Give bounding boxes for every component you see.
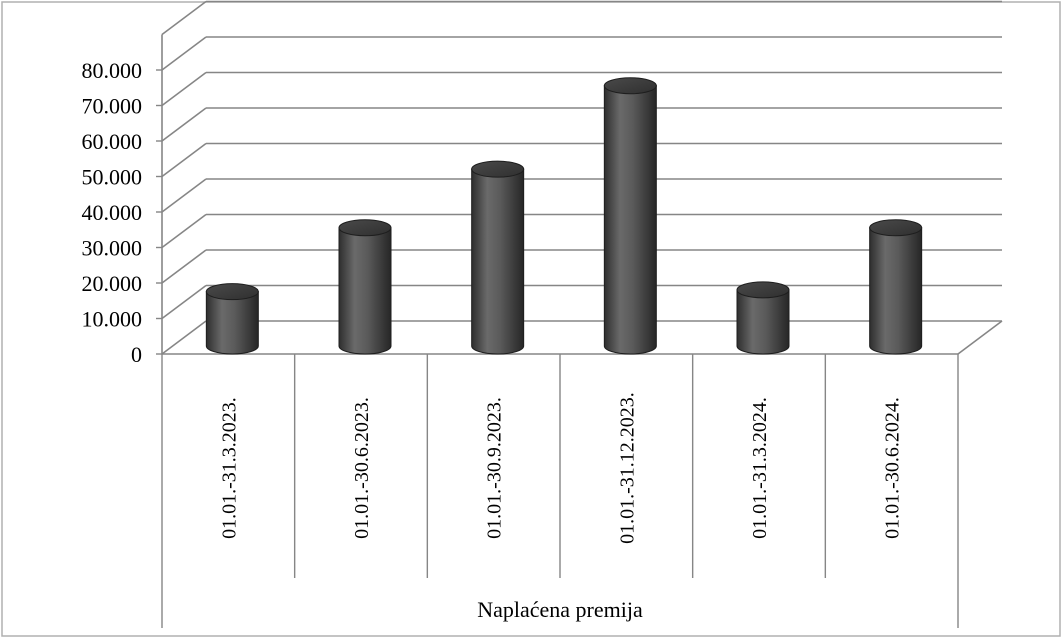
gridline-diagonal xyxy=(161,320,207,355)
y-tick-label: 60.000 xyxy=(82,129,143,154)
x-axis-title: Naplaćena premija xyxy=(477,597,643,622)
floor-right-edge xyxy=(957,320,1003,355)
bar xyxy=(736,281,790,355)
y-tick-label: 70.000 xyxy=(82,94,143,119)
y-tick-label: 10.000 xyxy=(82,307,143,332)
y-tick-label: 40.000 xyxy=(82,200,143,225)
bar-body xyxy=(471,168,525,355)
gridline-diagonal xyxy=(161,178,207,213)
bar-cap xyxy=(338,219,392,237)
bar-body xyxy=(736,289,790,355)
bar xyxy=(338,219,392,355)
bar-body xyxy=(869,227,923,355)
gridline-diagonal xyxy=(161,71,207,107)
gridline-diagonal xyxy=(161,107,207,142)
y-tick-label: 0 xyxy=(131,342,142,367)
gridline-diagonal xyxy=(161,36,207,71)
bar-body xyxy=(338,227,392,355)
bar xyxy=(603,77,657,355)
bar-cap xyxy=(603,77,657,95)
gridline-diagonal xyxy=(161,0,207,36)
bar-body xyxy=(603,85,657,355)
y-tick-label: 30.000 xyxy=(82,236,143,261)
x-tick-label: 01.01.-30.9.2023. xyxy=(484,397,506,539)
x-tick-label: 01.01.-31.3.2023. xyxy=(218,397,240,539)
gridline-diagonal xyxy=(161,284,207,320)
bar-cap xyxy=(869,219,923,237)
y-tick-label: 20.000 xyxy=(82,271,143,296)
y-tick-label: 50.000 xyxy=(82,165,143,190)
bar-body xyxy=(205,291,259,355)
x-tick-label: 01.01.-30.6.2024. xyxy=(882,397,904,539)
bar-cap xyxy=(471,160,525,178)
bar-cap xyxy=(205,283,259,301)
gridline-diagonal xyxy=(161,213,207,249)
bar xyxy=(205,283,259,355)
bar-cap xyxy=(736,281,790,299)
bar xyxy=(869,219,923,355)
x-tick-label: 01.01.-30.6.2023. xyxy=(351,397,373,539)
x-tick-label: 01.01.-31.12.2023. xyxy=(616,392,638,544)
bar xyxy=(471,160,525,355)
x-tick-label: 01.01.-31.3.2024. xyxy=(749,397,771,539)
gridline-diagonal xyxy=(161,142,207,178)
gridline-diagonal xyxy=(161,249,207,284)
y-tick-label: 80.000 xyxy=(82,58,143,83)
